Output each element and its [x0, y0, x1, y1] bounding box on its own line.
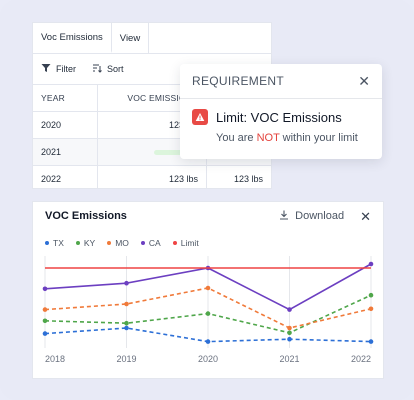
x-tick-label: 2018 [45, 354, 65, 364]
data-point-ca [42, 286, 48, 292]
chart-header: VOC Emissions Download ✕ [33, 202, 383, 230]
data-point-tx [368, 339, 374, 344]
cell-voc-2: 123 lbs [233, 174, 263, 184]
data-point-ca [287, 307, 292, 312]
data-point-mo [42, 307, 48, 312]
chart-title: VOC Emissions [45, 210, 127, 222]
sort-label: Sort [107, 64, 124, 74]
chart-card: VOC Emissions Download ✕ TX KY MO CA Lim… [32, 201, 384, 379]
data-point-ky [124, 320, 129, 326]
data-point-ca [368, 261, 374, 267]
legend-item[interactable]: MO [107, 238, 129, 248]
data-point-tx [124, 325, 129, 331]
cell-year: 2022 [33, 166, 98, 188]
legend-label: KY [83, 238, 96, 248]
x-tick-label: 2020 [198, 354, 218, 364]
message-text: You are [216, 132, 257, 144]
data-point-ky [205, 311, 211, 316]
data-point-ky [368, 292, 374, 298]
legend-item[interactable]: Limit [172, 238, 199, 248]
cell-year: 2021 [33, 139, 98, 165]
legend-marker [172, 241, 177, 245]
table-row: 2022 123 lbs 123 lbs [33, 166, 271, 188]
legend-label: TX [53, 238, 64, 248]
requirement-title: REQUIREMENT [192, 74, 284, 88]
x-tick-label: 2022 [351, 354, 371, 364]
sort-button[interactable]: Sort [92, 63, 124, 75]
data-point-ca [124, 280, 129, 286]
not-highlight: NOT [256, 132, 280, 144]
cell-year: 2020 [33, 112, 98, 138]
close-icon[interactable]: ✕ [360, 208, 371, 224]
requirement-body: Limit: VOC Emissions You are NOT within … [180, 99, 382, 144]
legend-marker [75, 241, 80, 245]
requirement-popup: REQUIREMENT ✕ Limit: VOC Emissions You a… [180, 64, 382, 159]
data-point-mo [287, 325, 292, 331]
tab-voc-emissions[interactable]: Voc Emissions [33, 23, 112, 53]
table-toolbar: Filter Sort [33, 54, 271, 85]
chart-legend: TX KY MO CA Limit [45, 238, 199, 248]
data-point-mo [124, 301, 129, 307]
legend-label: CA [148, 238, 161, 248]
requirement-header: REQUIREMENT ✕ [180, 64, 382, 99]
tab-view[interactable]: View [112, 23, 150, 53]
data-point-mo [205, 285, 211, 291]
cell-voc: 123 lbs [98, 166, 207, 188]
loading-placeholder-bar [154, 149, 198, 155]
legend-item[interactable]: CA [140, 238, 161, 248]
column-header-year[interactable]: YEAR [33, 85, 98, 111]
legend-item[interactable]: KY [75, 238, 96, 248]
data-point-tx [42, 331, 48, 336]
tab-bar: Voc Emissions View [33, 23, 271, 54]
legend-marker [107, 241, 112, 245]
warning-icon [192, 109, 208, 125]
download-button[interactable]: Download [279, 210, 344, 223]
download-icon [279, 210, 289, 223]
x-tick-label: 2021 [279, 354, 299, 364]
filter-label: Filter [56, 64, 76, 74]
filter-button[interactable]: Filter [41, 63, 76, 75]
data-point-mo [368, 306, 374, 312]
data-point-tx [205, 339, 211, 344]
legend-marker [140, 241, 145, 245]
legend-label: Limit [180, 238, 199, 248]
filter-icon [41, 63, 51, 75]
message-text: within your limit [279, 132, 358, 144]
data-point-tx [287, 336, 292, 342]
line-chart: 2018 2019 2020 2021 2022 [42, 256, 374, 364]
limit-status-message: You are NOT within your limit [192, 132, 370, 144]
legend-item[interactable]: TX [45, 238, 64, 248]
legend-marker [45, 241, 49, 245]
download-label: Download [295, 210, 345, 222]
data-point-ky [42, 318, 48, 324]
legend-label: MO [115, 238, 129, 248]
sort-icon [92, 63, 102, 75]
data-point-ky [287, 330, 292, 336]
limit-title: Limit: VOC Emissions [216, 109, 342, 125]
close-icon[interactable]: ✕ [358, 73, 370, 89]
x-tick-label: 2019 [116, 354, 136, 364]
